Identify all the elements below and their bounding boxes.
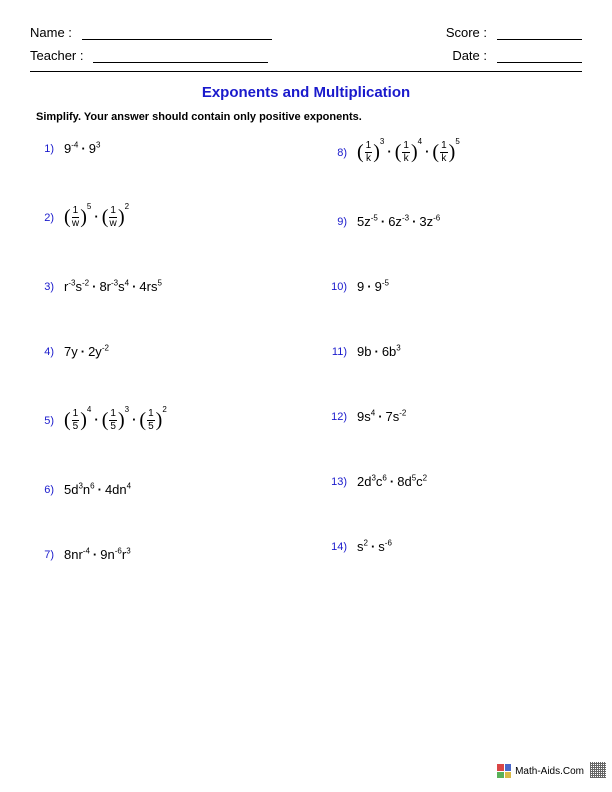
problem-number: 11) [329,346,357,358]
header-row-2: Teacher : Date : [30,48,582,63]
problem-row: 13)2d3c6·8d5c2 [329,474,582,489]
problem-expression: (15)4·(15)3·(15)2 [64,409,167,432]
worksheet-title: Exponents and Multiplication [30,84,582,101]
problem-expression: (1w)5·(1w)2 [64,206,129,229]
instructions: Simplify. Your answer should contain onl… [36,111,582,123]
problem-row: 2)(1w)5·(1w)2 [36,206,289,229]
problem-columns: 1)9-4·93 2)(1w)5·(1w)2 3)r-3s-2·8r-3s4·4rs… [30,141,582,612]
problem-number: 13) [329,476,357,488]
teacher-label: Teacher : [30,48,83,63]
name-field: Name : [30,25,272,40]
problem-expression: 9·9-5 [357,279,389,294]
problem-number: 9) [329,216,357,228]
problem-expression: 7y·2y-2 [64,344,109,359]
header-row-1: Name : Score : [30,25,582,40]
problem-number: 4) [36,346,64,358]
problem-row: 5)(15)4·(15)3·(15)2 [36,409,289,432]
problem-expression: 9s4·7s-2 [357,409,406,424]
problem-expression: 5d3n6·4dn4 [64,482,131,497]
problem-row: 6)5d3n6·4dn4 [36,482,289,497]
score-blank[interactable] [497,26,582,40]
problem-expression: 2d3c6·8d5c2 [357,474,427,489]
problem-number: 5) [36,415,64,427]
column-left: 1)9-4·93 2)(1w)5·(1w)2 3)r-3s-2·8r-3s4·4rs… [36,141,289,612]
problem-number: 12) [329,411,357,423]
problem-row: 14)s2·s-6 [329,539,582,554]
problem-number: 8) [329,147,357,159]
problem-number: 2) [36,212,64,224]
date-label: Date : [452,48,487,63]
name-blank[interactable] [82,26,272,40]
name-label: Name : [30,25,72,40]
problem-expression: 5z-5·6z-3·3z-6 [357,214,440,229]
problem-row: 11)9b·6b3 [329,344,582,359]
problem-expression: 9-4·93 [64,141,100,156]
problem-number: 1) [36,143,64,155]
problem-row: 7)8nr-4·9n-6r3 [36,547,289,562]
problem-number: 7) [36,549,64,561]
problem-row: 3)r-3s-2·8r-3s4·4rs5 [36,279,289,294]
score-field: Score : [446,25,582,40]
problem-row: 9)5z-5·6z-3·3z-6 [329,214,582,229]
problem-row: 10)9·9-5 [329,279,582,294]
footer: Math-Aids.Com [497,764,584,778]
teacher-field: Teacher : [30,48,268,63]
problem-number: 14) [329,541,357,553]
teacher-blank[interactable] [93,49,268,63]
column-right: 8)(1k)3·(1k)4·(1k)5 9)5z-5·6z-3·3z-6 10)9·… [329,141,582,612]
worksheet-page: Name : Score : Teacher : Date : Exponent… [0,0,612,792]
problem-number: 6) [36,484,64,496]
date-field: Date : [452,48,582,63]
problem-expression: 8nr-4·9n-6r3 [64,547,131,562]
date-blank[interactable] [497,49,582,63]
problem-row: 12)9s4·7s-2 [329,409,582,424]
footer-text: Math-Aids.Com [515,766,584,777]
problem-row: 1)9-4·93 [36,141,289,156]
qr-code-icon [590,762,606,778]
problem-row: 8)(1k)3·(1k)4·(1k)5 [329,141,582,164]
problem-number: 10) [329,281,357,293]
score-label: Score : [446,25,487,40]
footer-logo-icon [497,764,511,778]
header-divider [30,71,582,72]
problem-expression: 9b·6b3 [357,344,401,359]
problem-expression: s2·s-6 [357,539,392,554]
problem-number: 3) [36,281,64,293]
problem-row: 4)7y·2y-2 [36,344,289,359]
problem-expression: r-3s-2·8r-3s4·4rs5 [64,279,162,294]
problem-expression: (1k)3·(1k)4·(1k)5 [357,141,460,164]
